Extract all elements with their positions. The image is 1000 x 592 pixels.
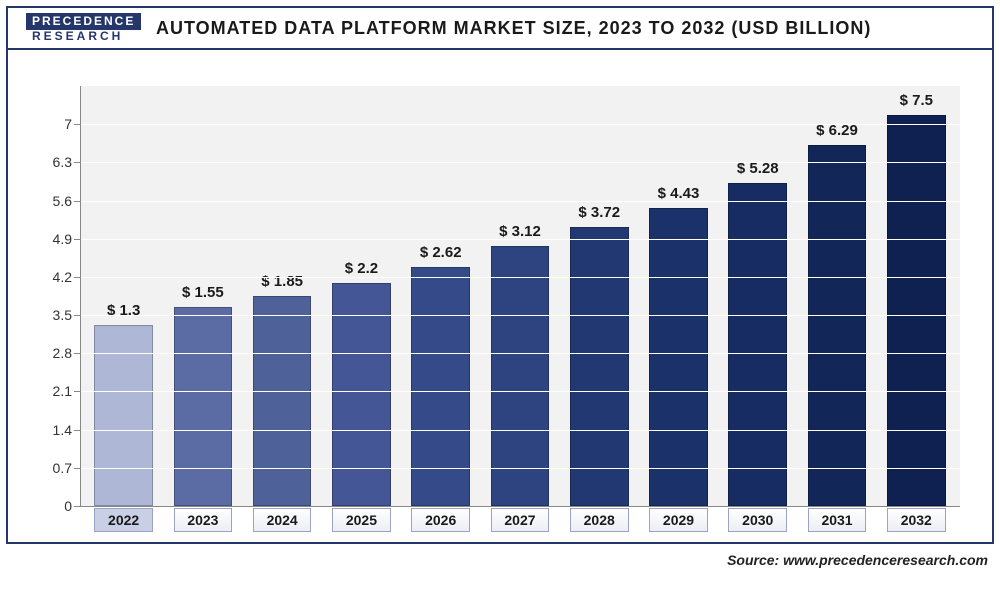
bar-rect bbox=[570, 227, 629, 506]
gridline bbox=[80, 315, 960, 316]
x-label-badge: 2025 bbox=[322, 508, 401, 532]
plot-area: $ 1.3 $ 1.55 $ 1.85 $ 2.2 $ 2.62 $ 3.12 $ 3.72… bbox=[80, 86, 960, 506]
logo-bottom-text: RESEARCH bbox=[26, 30, 141, 43]
y-tick-label: 5.6 bbox=[53, 193, 72, 209]
y-tick-label: 7 bbox=[64, 116, 72, 132]
x-label-badge: 2031 bbox=[797, 508, 876, 532]
bar-slot: $ 3.72 bbox=[560, 86, 639, 506]
gridline bbox=[80, 277, 960, 278]
gridline bbox=[80, 201, 960, 202]
bar-value-label: $ 1.55 bbox=[182, 284, 224, 301]
gridline bbox=[80, 353, 960, 354]
y-axis-line bbox=[80, 86, 81, 506]
x-label-text: 2028 bbox=[570, 508, 629, 532]
bar-slot: $ 1.3 bbox=[84, 86, 163, 506]
y-tick-label: 4.9 bbox=[53, 231, 72, 247]
y-tick-label: 2.1 bbox=[53, 383, 72, 399]
x-label-text: 2032 bbox=[887, 508, 946, 532]
bar-rect bbox=[887, 115, 946, 506]
x-label-badge: 2032 bbox=[877, 508, 956, 532]
bar-rect bbox=[332, 283, 391, 506]
gridline bbox=[80, 162, 960, 163]
chart-frame: PRECEDENCE RESEARCH AUTOMATED DATA PLATF… bbox=[6, 6, 994, 544]
y-tick-label: 3.5 bbox=[53, 307, 72, 323]
bar-slot: $ 1.55 bbox=[163, 86, 242, 506]
bar-value-label: $ 1.85 bbox=[261, 273, 303, 290]
x-label-text: 2023 bbox=[174, 508, 233, 532]
x-label-text: 2024 bbox=[253, 508, 312, 532]
bar-value-label: $ 2.62 bbox=[420, 244, 462, 261]
y-tick-label: 1.4 bbox=[53, 422, 72, 438]
bar-slot: $ 7.5 bbox=[877, 86, 956, 506]
y-tick-label: 0.7 bbox=[53, 460, 72, 476]
bar-rect bbox=[808, 145, 867, 506]
x-label-badge: 2028 bbox=[560, 508, 639, 532]
gridline bbox=[80, 391, 960, 392]
bar-value-label: $ 3.72 bbox=[578, 204, 620, 221]
x-label-badge: 2026 bbox=[401, 508, 480, 532]
gridline bbox=[80, 430, 960, 431]
logo: PRECEDENCE RESEARCH bbox=[16, 7, 155, 49]
bar-slot: $ 4.43 bbox=[639, 86, 718, 506]
x-axis-line bbox=[80, 506, 960, 507]
gridline bbox=[80, 239, 960, 240]
bar-value-label: $ 7.5 bbox=[900, 92, 933, 109]
chart-title: AUTOMATED DATA PLATFORM MARKET SIZE, 202… bbox=[155, 18, 992, 39]
bar-rect bbox=[728, 183, 787, 506]
x-label-text: 2030 bbox=[728, 508, 787, 532]
bar-rect bbox=[253, 296, 312, 506]
y-tick-label: 4.2 bbox=[53, 269, 72, 285]
x-labels-row: 2022 2023 2024 2025 2026 2027 2028 2029 2030 2031… bbox=[80, 508, 960, 532]
x-label-text: 2027 bbox=[491, 508, 550, 532]
bar-rect bbox=[649, 208, 708, 506]
bar-rect bbox=[411, 267, 470, 506]
bar-rect bbox=[174, 307, 233, 507]
x-label-text: 2022 bbox=[94, 508, 153, 532]
x-label-badge: 2022 bbox=[84, 508, 163, 532]
x-label-text: 2025 bbox=[332, 508, 391, 532]
header-bar: PRECEDENCE RESEARCH AUTOMATED DATA PLATF… bbox=[8, 8, 992, 50]
bar-value-label: $ 4.43 bbox=[658, 185, 700, 202]
y-tick-label: 2.8 bbox=[53, 345, 72, 361]
x-label-badge: 2027 bbox=[480, 508, 559, 532]
y-tick-label: 6.3 bbox=[53, 154, 72, 170]
bar-value-label: $ 1.3 bbox=[107, 302, 140, 319]
x-label-text: 2026 bbox=[411, 508, 470, 532]
bars-row: $ 1.3 $ 1.55 $ 1.85 $ 2.2 $ 2.62 $ 3.12 $ 3.72… bbox=[80, 86, 960, 506]
x-label-badge: 2029 bbox=[639, 508, 718, 532]
source-attribution: Source: www.precedenceresearch.com bbox=[727, 552, 988, 568]
y-tick-label: 0 bbox=[64, 498, 72, 514]
x-label-badge: 2023 bbox=[163, 508, 242, 532]
gridline bbox=[80, 124, 960, 125]
bar-slot: $ 2.2 bbox=[322, 86, 401, 506]
bar-value-label: $ 3.12 bbox=[499, 223, 541, 240]
bar-slot: $ 5.28 bbox=[718, 86, 797, 506]
bar-slot: $ 3.12 bbox=[480, 86, 559, 506]
x-label-text: 2031 bbox=[808, 508, 867, 532]
x-label-badge: 2024 bbox=[243, 508, 322, 532]
bar-slot: $ 2.62 bbox=[401, 86, 480, 506]
x-label-text: 2029 bbox=[649, 508, 708, 532]
logo-top-text: PRECEDENCE bbox=[26, 13, 141, 30]
bar-slot: $ 1.85 bbox=[243, 86, 322, 506]
gridline bbox=[80, 468, 960, 469]
x-label-badge: 2030 bbox=[718, 508, 797, 532]
bar-slot: $ 6.29 bbox=[797, 86, 876, 506]
bar-value-label: $ 2.2 bbox=[345, 260, 378, 277]
